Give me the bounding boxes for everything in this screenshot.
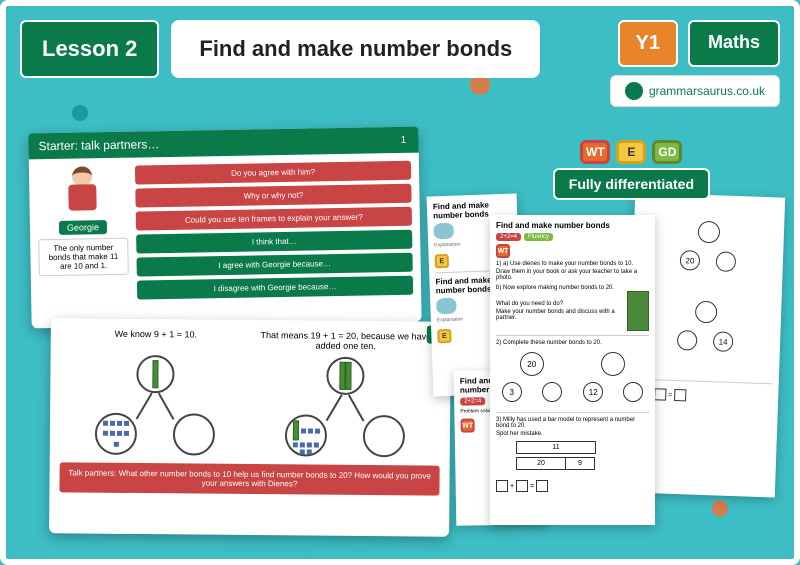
level-wt-mini: WT xyxy=(496,244,510,258)
level-e-mini: E xyxy=(435,254,449,268)
fluency-label: Fluency xyxy=(524,233,553,241)
bond-whole xyxy=(695,301,718,324)
differentiation-label: Fully differentiated xyxy=(553,168,710,200)
bond-part-empty xyxy=(542,382,562,402)
number-bond-20 xyxy=(275,356,416,457)
character-quote: The only number bonds that make 11 are 1… xyxy=(38,238,129,277)
worksheet-main: Find and make number bonds 2+2=4 Fluency… xyxy=(490,215,655,525)
prompt-5: I agree with Georgie because… xyxy=(137,253,413,277)
equation-boxes: += xyxy=(496,480,649,492)
number-bond-10 xyxy=(85,355,226,456)
differentiation-banner: WT E GD Fully differentiated xyxy=(553,140,710,200)
level-e-badge: E xyxy=(616,140,646,164)
subject-badge: Maths xyxy=(688,20,780,67)
year-badge: Y1 xyxy=(618,20,678,67)
number-bond-diagram: 20 3 xyxy=(502,352,562,402)
bond-part2: 12 xyxy=(583,382,603,402)
level-e-mini: E xyxy=(437,329,451,343)
speech-bubble-icon xyxy=(436,298,457,315)
level-wt-mini: WT xyxy=(460,418,474,432)
speech-bubble-icon xyxy=(433,223,454,240)
bond-part: 20 xyxy=(680,250,701,271)
prompt-4: I think that… xyxy=(136,230,412,254)
prompt-column: Do you agree with him? Why or why not? C… xyxy=(135,161,413,300)
bar-p1: 20 xyxy=(516,457,566,470)
slide-starter: Starter: talk partners… 1 Georgie The on… xyxy=(28,127,421,329)
ws3-title: Find and make number bonds xyxy=(496,221,649,230)
slide2-right-text: That means 19 + 1 = 20, because we have … xyxy=(260,330,431,351)
level-wt-badge: WT xyxy=(580,140,610,164)
prompt-1: Do you agree with him? xyxy=(135,161,411,185)
lesson-badge: Lesson 2 xyxy=(20,20,159,78)
top-right-badges: Y1 Maths grammarsaurus.co.uk xyxy=(610,20,780,107)
slide1-header-text: Starter: talk partners… xyxy=(38,137,159,153)
q1b-sub2: Make your number bonds and discuss with … xyxy=(496,309,627,321)
level-gd-badge: GD xyxy=(652,140,682,164)
prompt-6: I disagree with Georgie because… xyxy=(137,276,413,300)
bond-part: 14 xyxy=(713,331,734,352)
character-column: Georgie The only number bonds that make … xyxy=(37,166,129,302)
bar-model: 11 xyxy=(516,441,649,454)
bond-part xyxy=(716,251,737,272)
q1b-sub1: What do you need to do? xyxy=(496,301,627,307)
page-title: Find and make number bonds xyxy=(171,20,540,78)
slide2-left-text: We know 9 + 1 = 10. xyxy=(70,328,241,349)
dienes-block-icon xyxy=(627,291,649,331)
q1a: 1) a) Use dienes to make your number bon… xyxy=(496,261,649,267)
brand-text: grammarsaurus.co.uk xyxy=(649,84,765,98)
q3: 3) Milly has used a bar model to represe… xyxy=(496,417,649,429)
q1a-sub: Draw them in your book or ask your teach… xyxy=(496,269,649,281)
bond-whole xyxy=(698,221,721,244)
q3-sub: Spot her mistake. xyxy=(496,431,649,437)
slide-number-bonds: 5 We know 9 + 1 = 10. That means 19 + 1 … xyxy=(49,318,451,536)
bond-part xyxy=(677,330,698,351)
number-bond-diagram-2: 12 xyxy=(583,352,643,402)
bond-whole: 20 xyxy=(520,352,544,376)
fluency-pill: 2+2=4 xyxy=(460,397,485,405)
slide1-page-number: 1 xyxy=(394,131,412,149)
prompt-2: Why or why not? xyxy=(135,184,411,208)
bar-whole: 11 xyxy=(516,441,596,454)
character-georgie-icon xyxy=(62,166,103,217)
slide2-footer: Talk partners: What other number bonds t… xyxy=(59,462,439,495)
character-name: Georgie xyxy=(59,220,107,235)
brand-badge: grammarsaurus.co.uk xyxy=(610,75,780,107)
bond-part-empty xyxy=(623,382,643,402)
prompt-3: Could you use ten frames to explain your… xyxy=(136,207,412,231)
bar-p2: 9 xyxy=(565,457,595,470)
fluency-pill: 2+2=4 xyxy=(496,233,521,241)
bond-part1: 3 xyxy=(502,382,522,402)
bond-whole-empty xyxy=(601,352,625,376)
